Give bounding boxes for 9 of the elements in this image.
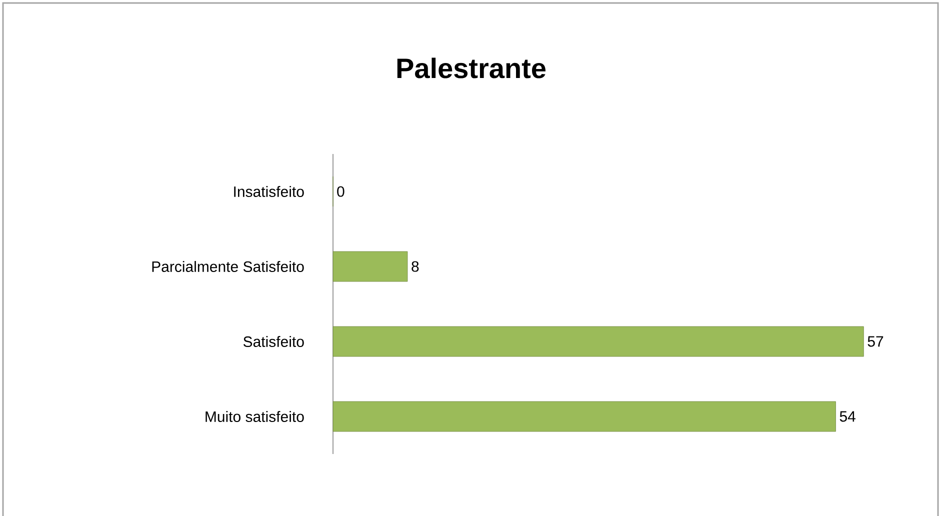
y-tick-label: Parcialmente Satisfeito xyxy=(152,260,304,272)
y-tick-label: Muito satisfeito xyxy=(206,410,304,422)
data-label: 54 xyxy=(840,411,856,422)
data-label: 0 xyxy=(337,186,344,197)
y-tick-label: Insatisfeito xyxy=(234,186,304,197)
data-label: 8 xyxy=(412,261,419,272)
chart-title: Palestrante xyxy=(397,58,546,78)
y-tick-label: Satisfeito xyxy=(243,336,304,347)
data-label: 57 xyxy=(868,336,884,347)
